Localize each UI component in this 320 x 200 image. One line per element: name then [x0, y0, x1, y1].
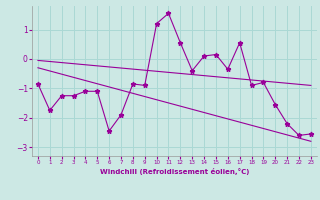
X-axis label: Windchill (Refroidissement éolien,°C): Windchill (Refroidissement éolien,°C): [100, 168, 249, 175]
